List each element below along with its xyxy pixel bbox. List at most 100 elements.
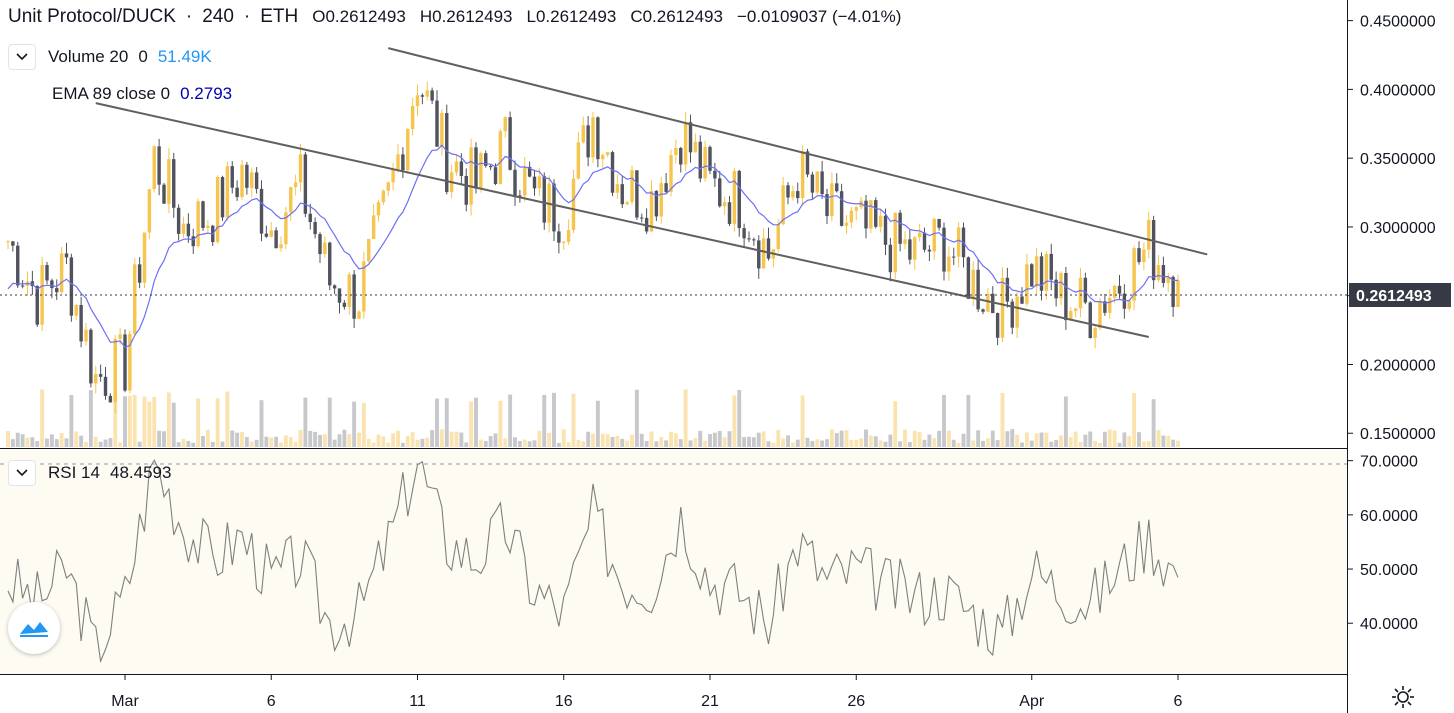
volume-bar — [322, 434, 327, 447]
tradingview-logo-icon[interactable] — [8, 602, 60, 654]
candle-body — [313, 222, 317, 235]
symbol-name[interactable]: Unit Protocol/DUCK — [8, 6, 176, 27]
candle-body — [410, 106, 415, 130]
candle-body — [605, 152, 610, 155]
volume-bar — [1137, 432, 1141, 447]
candle-body — [888, 244, 893, 273]
volume-label[interactable]: Volume 20 — [48, 47, 129, 66]
candle-body — [328, 242, 332, 286]
candle-body — [1098, 301, 1102, 329]
volume-bar — [1156, 429, 1161, 447]
volume-bar — [35, 441, 40, 447]
candle-body — [995, 313, 1000, 338]
volume-bar — [1132, 393, 1137, 447]
rsi-axis[interactable]: 70.0000 60.0000 50.0000 40.0000 — [1347, 454, 1418, 634]
collapse-legend-button[interactable] — [8, 44, 36, 70]
candle-body — [318, 234, 322, 255]
candle-body — [503, 117, 507, 132]
candle-body — [752, 239, 756, 241]
volume-bar — [1073, 431, 1078, 447]
volume-bar — [64, 438, 69, 447]
candle-body — [186, 223, 191, 237]
trendline-upper[interactable] — [388, 47, 1208, 256]
price-tick-label: 0.4000000 — [1360, 82, 1436, 99]
candle-body — [137, 264, 142, 283]
volume-bar — [127, 395, 132, 447]
volume-bar — [576, 440, 581, 447]
rsi-label[interactable]: RSI 14 — [48, 463, 100, 482]
candle-body — [1132, 248, 1136, 301]
collapse-rsi-legend-button[interactable] — [8, 460, 36, 486]
rsi-tick-label: 50.0000 — [1360, 562, 1418, 579]
candle-body — [713, 170, 717, 179]
candle-body — [133, 264, 137, 334]
candle-body — [708, 146, 712, 171]
volume-bar — [288, 436, 293, 447]
volume-bar — [805, 437, 810, 447]
candle-body — [1073, 308, 1078, 312]
volume-bar — [357, 432, 361, 447]
volume-bar — [347, 434, 352, 447]
volume-bar — [600, 433, 605, 447]
candle-body — [761, 238, 766, 269]
volume-bar — [420, 438, 425, 447]
trendline-lower[interactable] — [95, 102, 1149, 338]
volume-bar — [254, 439, 259, 447]
candle-body — [176, 207, 181, 234]
volume-bar — [1000, 392, 1005, 447]
volume-bar — [517, 440, 522, 447]
candle-body — [454, 161, 459, 173]
interval[interactable]: 240 — [202, 6, 234, 27]
volume-bar — [810, 441, 815, 447]
candle-body — [298, 154, 303, 183]
candle-body — [293, 182, 298, 187]
time-tick-label: 11 — [409, 693, 426, 710]
gear-icon[interactable] — [1390, 684, 1416, 710]
price-tick-label: 0.2000000 — [1360, 357, 1436, 374]
candle-body — [1083, 277, 1088, 303]
candle-body — [45, 265, 49, 281]
time-tick-label: 6 — [267, 693, 276, 710]
volume-bar — [249, 441, 254, 447]
candle-body — [367, 238, 371, 262]
volume-bar — [1063, 396, 1068, 447]
rsi-legend: RSI 14 48.4593 — [8, 460, 171, 486]
rsi-tick-label: 70.0000 — [1360, 454, 1418, 471]
candle-body — [103, 376, 108, 396]
volume-bar — [946, 430, 951, 447]
candle-body — [669, 155, 673, 192]
candle-body — [800, 151, 805, 199]
candle-body — [523, 166, 527, 196]
candle-body — [1137, 248, 1141, 263]
volume-bar — [912, 430, 917, 447]
volume-bar — [439, 429, 444, 447]
candle-body — [396, 154, 400, 170]
candle-body — [927, 249, 932, 252]
price-axis[interactable]: 0.45000000.40000000.35000000.30000000.25… — [1347, 14, 1436, 444]
volume-bar — [898, 441, 903, 447]
candle-body — [688, 122, 693, 153]
volume-bar — [747, 436, 751, 447]
volume-bar — [474, 397, 478, 447]
candle-body — [1112, 285, 1117, 298]
volume-bar — [820, 440, 825, 447]
candle-body — [59, 253, 64, 293]
volume-bar — [907, 442, 912, 447]
rsi-tick-label: 40.0000 — [1360, 616, 1418, 633]
volume-bar — [464, 442, 469, 447]
volume-bar — [849, 439, 854, 447]
time-axis[interactable]: Mar 6 11 16 21 26 Apr 6 — [111, 674, 1183, 710]
volume-bar — [240, 432, 244, 447]
candle-body — [576, 142, 581, 179]
chevron-down-icon — [16, 469, 28, 477]
candle-body — [854, 207, 858, 211]
volume-bar — [88, 390, 93, 447]
chevron-down-icon — [16, 53, 28, 61]
candle-body — [518, 195, 522, 197]
candle-body — [347, 274, 351, 307]
volume-bar — [786, 435, 790, 447]
ema-label[interactable]: EMA 89 close 0 — [52, 84, 171, 103]
volume-bar — [415, 439, 420, 447]
volume-bar — [825, 439, 829, 447]
